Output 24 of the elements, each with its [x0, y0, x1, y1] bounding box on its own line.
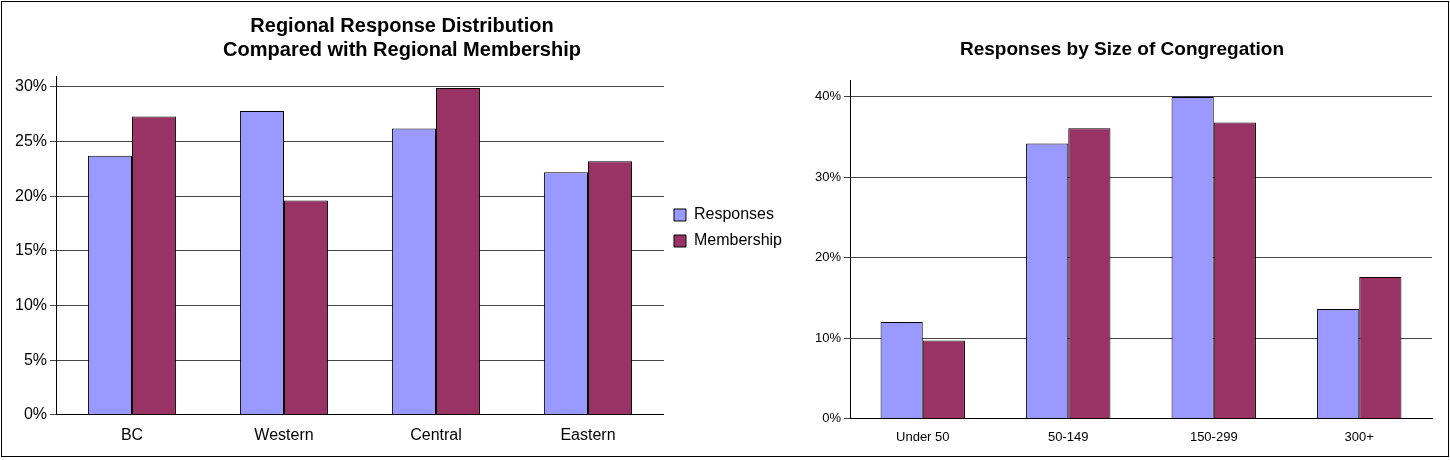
x-tick-label: Eastern: [560, 425, 616, 443]
y-tick-label: 30%: [814, 168, 842, 184]
y-tick-label: 0%: [822, 409, 842, 425]
chart-title: Responses by Size of Congregation: [959, 37, 1285, 59]
y-tick-label: 30%: [14, 77, 48, 95]
y-tick-label: 10%: [14, 295, 48, 313]
legend-label: Responses: [693, 205, 775, 223]
x-tick-label: Central: [410, 425, 462, 443]
y-tick-label: 20%: [814, 249, 842, 265]
y-tick-label: 25%: [14, 131, 48, 149]
y-tick-label: 0%: [23, 405, 48, 423]
y-tick-label: 10%: [814, 329, 842, 345]
y-tick-label: 5%: [23, 350, 48, 368]
legend-label: Membership: [693, 231, 783, 249]
x-tick-label: 150-299: [1189, 428, 1238, 444]
y-tick-label: 15%: [14, 241, 48, 259]
x-tick-label: 50-149: [1048, 428, 1089, 444]
x-tick-label: Western: [254, 425, 314, 443]
chart-title: Regional Response Distribution Compared with Regional Membership: [223, 13, 581, 60]
x-tick-label: BC: [120, 425, 144, 443]
x-tick-label: 300+: [1344, 428, 1374, 444]
y-tick-label: 20%: [14, 186, 48, 204]
y-tick-label: 40%: [814, 88, 842, 104]
x-tick-label: Under 50: [896, 428, 950, 444]
